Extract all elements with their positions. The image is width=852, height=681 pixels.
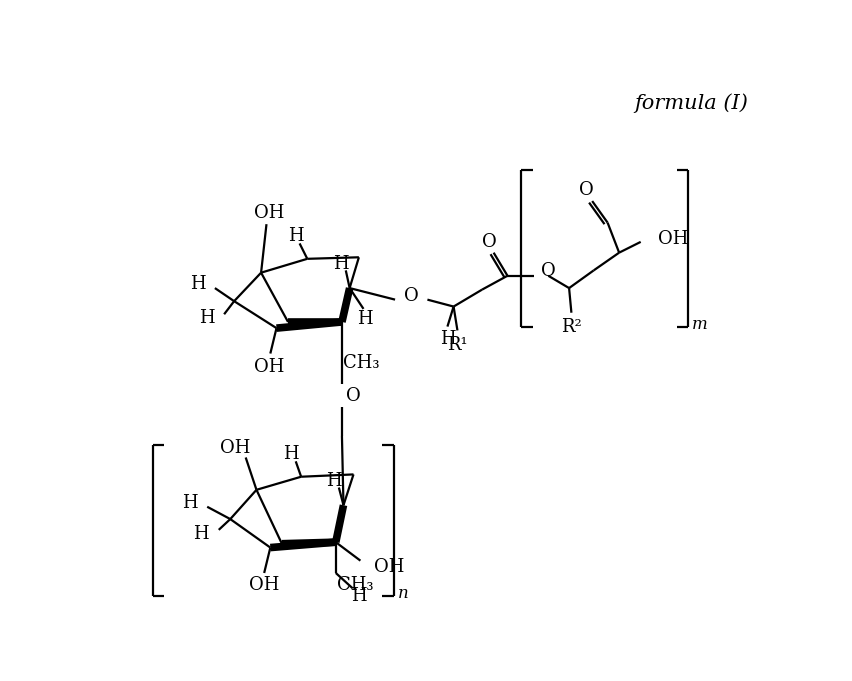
Text: CH₃: CH₃	[337, 575, 374, 594]
Text: H: H	[326, 471, 342, 490]
Text: OH: OH	[374, 558, 405, 576]
Text: H: H	[351, 587, 366, 605]
Text: O: O	[405, 287, 419, 305]
Text: H: H	[199, 309, 215, 327]
Text: OH: OH	[254, 358, 284, 376]
Text: formula (I): formula (I)	[635, 93, 748, 113]
Text: O: O	[482, 233, 498, 251]
Text: R²: R²	[561, 317, 582, 336]
Text: O: O	[579, 180, 593, 199]
Text: O: O	[346, 387, 360, 405]
Text: H: H	[193, 524, 209, 543]
Text: n: n	[397, 585, 408, 602]
Text: OH: OH	[254, 204, 284, 221]
Text: H: H	[181, 494, 197, 512]
Text: H: H	[440, 330, 455, 348]
Text: H: H	[333, 255, 349, 273]
Text: OH: OH	[221, 439, 250, 457]
Text: R¹: R¹	[447, 336, 468, 354]
Text: O: O	[541, 262, 556, 280]
Text: H: H	[357, 310, 373, 328]
Text: OH: OH	[658, 229, 688, 248]
Text: H: H	[284, 445, 299, 462]
Text: OH: OH	[249, 576, 279, 595]
Text: H: H	[288, 227, 303, 244]
Text: H: H	[190, 275, 205, 294]
Text: m: m	[693, 316, 708, 333]
Text: CH₃: CH₃	[343, 353, 380, 372]
